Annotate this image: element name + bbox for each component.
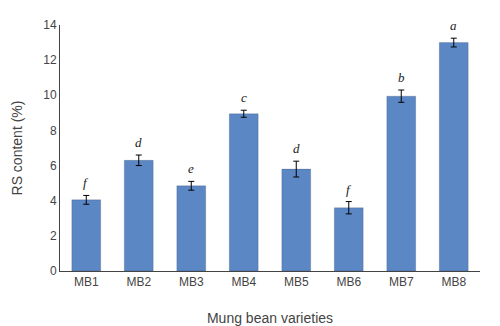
svg-text:MB2: MB2 <box>126 275 151 289</box>
svg-text:a: a <box>450 18 457 33</box>
svg-text:RS content (%): RS content (%) <box>9 101 25 196</box>
svg-text:e: e <box>188 161 194 176</box>
svg-text:d: d <box>135 135 142 150</box>
svg-text:MB4: MB4 <box>231 275 256 289</box>
svg-text:2: 2 <box>50 229 57 243</box>
svg-text:f: f <box>346 182 352 197</box>
svg-text:12: 12 <box>43 53 57 67</box>
svg-text:c: c <box>241 90 247 105</box>
svg-text:f: f <box>83 175 89 190</box>
svg-text:MB1: MB1 <box>74 275 99 289</box>
svg-text:0: 0 <box>50 264 57 278</box>
svg-text:MB3: MB3 <box>179 275 204 289</box>
svg-text:4: 4 <box>50 194 57 208</box>
svg-text:MB8: MB8 <box>441 275 466 289</box>
svg-text:MB6: MB6 <box>336 275 361 289</box>
svg-text:10: 10 <box>43 88 57 102</box>
svg-text:Mung bean varieties: Mung bean varieties <box>207 310 333 326</box>
svg-text:6: 6 <box>50 159 57 173</box>
svg-text:14: 14 <box>43 18 57 32</box>
svg-text:MB5: MB5 <box>284 275 309 289</box>
svg-text:d: d <box>293 141 300 156</box>
svg-text:MB7: MB7 <box>389 275 414 289</box>
svg-text:b: b <box>398 70 405 85</box>
svg-text:8: 8 <box>50 124 57 138</box>
